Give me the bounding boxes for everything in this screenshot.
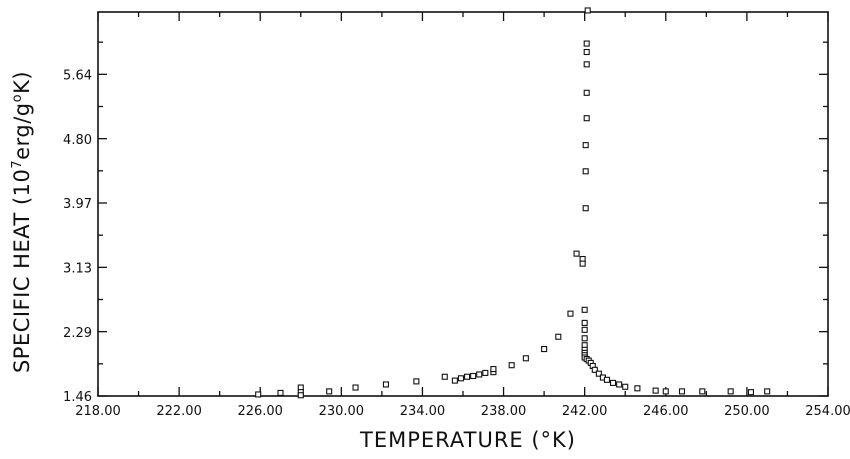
x-tick-label: 234.00: [400, 404, 446, 419]
y-tick-label: 2.29: [63, 326, 92, 341]
data-point: [555, 333, 562, 340]
data-point: [541, 346, 548, 353]
data-point: [277, 389, 284, 396]
y-axis-label: SPECIFIC HEAT (107erg/goK): [10, 70, 34, 374]
y-axis-ticks: 1.46 2.29 3.13 3.97 4.80 5.64: [63, 41, 828, 405]
plot-frame: [97, 11, 829, 397]
data-point: [583, 61, 590, 68]
data-point: [583, 48, 590, 56]
data-point: [699, 388, 706, 395]
data-point: [582, 142, 589, 149]
data-points: [255, 7, 771, 399]
x-axis-ticks: 218.00 222.00 226.00 230.00 234.00 238.00 242.…: [75, 12, 850, 419]
x-tick-label: 230.00: [319, 404, 365, 419]
x-tick-label: 242.00: [562, 404, 608, 419]
data-point: [610, 379, 617, 386]
data-point: [581, 335, 588, 342]
data-point: [522, 355, 529, 362]
data-point: [764, 388, 771, 395]
data-point: [583, 40, 590, 47]
data-point: [727, 388, 734, 395]
data-point: [352, 384, 359, 391]
y-tick-label: 3.97: [63, 197, 92, 212]
data-point: [581, 306, 588, 313]
y-tick-label: 1.46: [63, 390, 92, 405]
data-point: [451, 377, 458, 384]
y-tick-label: 4.80: [63, 133, 92, 148]
data-point: [652, 387, 659, 394]
x-tick-label: 218.00: [75, 404, 121, 419]
data-point: [581, 319, 588, 326]
x-tick-label: 254.00: [805, 404, 850, 419]
data-point: [634, 385, 641, 392]
data-point: [508, 362, 515, 369]
data-point: [470, 372, 477, 380]
data-point: [490, 366, 497, 373]
data-point: [662, 388, 669, 395]
data-point: [582, 168, 589, 175]
data-point: [616, 381, 623, 388]
x-tick-label: 226.00: [237, 404, 283, 419]
data-point: [603, 376, 611, 383]
x-tick-label: 222.00: [156, 404, 202, 419]
data-point: [622, 383, 629, 390]
data-point: [441, 373, 448, 380]
x-axis-label: TEMPERATURE (°K): [359, 428, 577, 452]
x-tick-label: 246.00: [643, 404, 689, 419]
data-point: [464, 373, 471, 380]
data-point: [583, 89, 590, 96]
data-point: [582, 205, 589, 212]
data-point: [583, 115, 590, 122]
data-point: [413, 378, 420, 385]
data-point: [382, 381, 389, 388]
data-point: [591, 366, 598, 373]
data-point: [581, 326, 588, 333]
x-tick-label: 250.00: [724, 404, 770, 419]
data-point: [326, 388, 333, 395]
y-tick-label: 5.64: [63, 68, 92, 83]
y-tick-label: 3.13: [63, 261, 92, 276]
data-point: [579, 260, 586, 267]
data-point: [476, 371, 483, 378]
data-point: [482, 369, 489, 376]
data-point: [747, 389, 754, 396]
data-point: [457, 375, 465, 382]
data-point: [595, 370, 602, 377]
x-tick-label: 238.00: [481, 404, 527, 419]
data-point: [297, 392, 304, 399]
data-point: [584, 7, 591, 14]
data-point: [567, 310, 574, 317]
data-point: [678, 388, 686, 395]
data-point: [255, 391, 262, 398]
data-point: [573, 250, 580, 257]
